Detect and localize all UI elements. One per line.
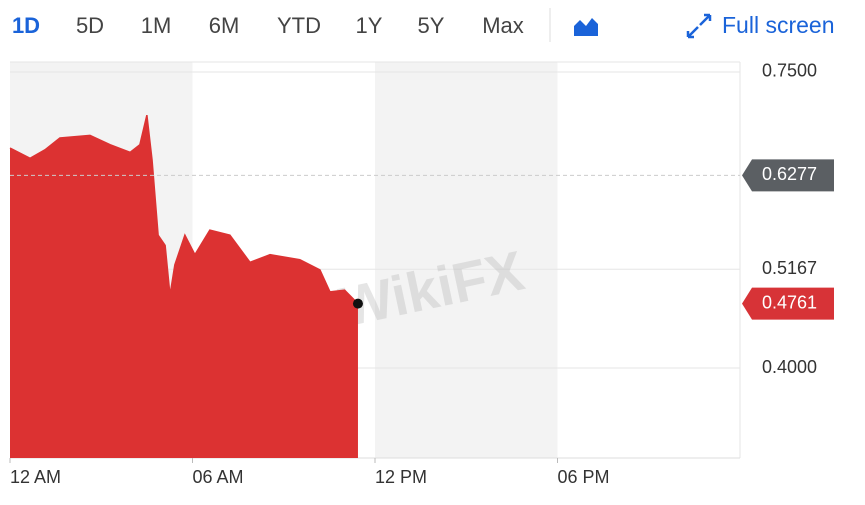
last-point: [352, 298, 363, 309]
x-tick-label: 06 PM: [558, 467, 610, 487]
previous-close-badge: [742, 159, 834, 192]
previous-close-label: 0.6277: [762, 164, 817, 184]
price-area: [10, 115, 358, 459]
range-button[interactable]: 5Y: [418, 13, 445, 38]
y-tick-label: 0.7500: [762, 61, 817, 81]
y-tick-label: 0.4000: [762, 357, 817, 377]
range-button[interactable]: 6M: [209, 13, 240, 38]
chart-type-icon[interactable]: [574, 18, 598, 36]
range-button[interactable]: Max: [482, 13, 524, 38]
plot: 1D 5D 1M 6M YTD 1Y 5Y Max 0.7500 0.5167 0.4000 12 A…: [9, 13, 834, 487]
icon: [686, 13, 712, 39]
fullscreen-button[interactable]: Full screen: [722, 12, 834, 38]
y-tick-label: 0.5167: [762, 258, 817, 278]
range-button[interactable]: 5D: [76, 13, 104, 38]
x-tick-label: 06 AM: [193, 467, 244, 487]
range-button[interactable]: 1D: [12, 13, 40, 38]
fullscreen-icon[interactable]: [686, 13, 712, 39]
x-tick-label: 12 AM: [10, 467, 61, 487]
range-button[interactable]: 1Y: [356, 13, 383, 38]
range-button[interactable]: 1M: [141, 13, 172, 38]
x-tick-label: 12 PM: [375, 467, 427, 487]
last-price-label: 0.4761: [762, 292, 817, 312]
icon: [574, 18, 598, 36]
last-price-badge: [742, 287, 834, 320]
range-button[interactable]: YTD: [277, 13, 321, 38]
session-band: [375, 62, 558, 458]
price-line: [9, 114, 359, 305]
